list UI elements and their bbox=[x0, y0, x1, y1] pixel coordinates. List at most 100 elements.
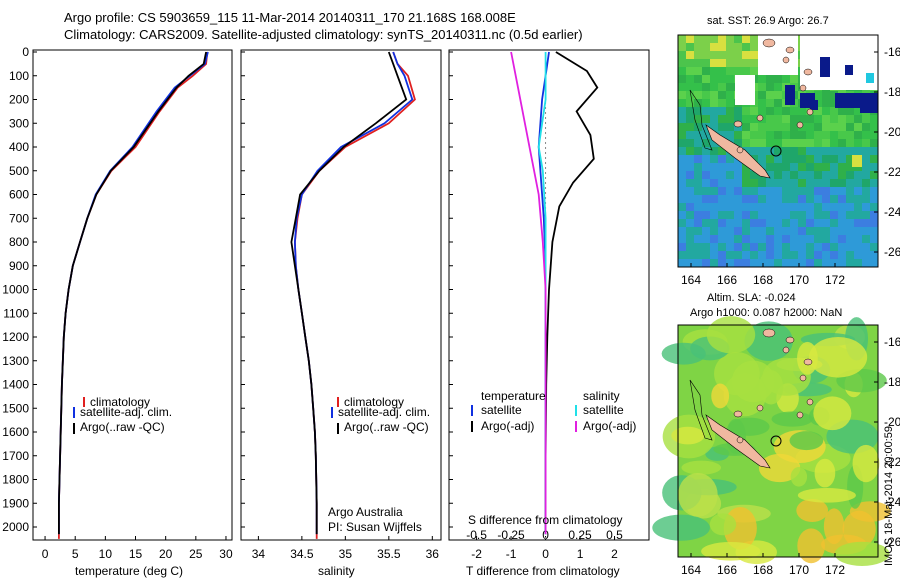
sst-map-lon-label: 168 bbox=[753, 273, 773, 287]
legend-label: satellite-adj. clim. bbox=[80, 405, 172, 419]
sst-cell bbox=[798, 227, 806, 235]
sst-map-island bbox=[785, 46, 795, 54]
sst-cell bbox=[702, 211, 710, 219]
sst-cell bbox=[742, 219, 750, 227]
sst-cell bbox=[838, 227, 846, 235]
sst-cell bbox=[710, 163, 718, 171]
sst-map-island bbox=[733, 120, 743, 128]
sst-cell bbox=[686, 227, 694, 235]
sst-cell bbox=[782, 195, 790, 203]
sst-cell bbox=[806, 131, 814, 139]
sst-cell bbox=[702, 187, 710, 195]
depth-tick-label: 0 bbox=[22, 45, 29, 59]
sst-cell bbox=[798, 219, 806, 227]
sst-cell bbox=[686, 259, 694, 267]
sst-cell bbox=[790, 107, 798, 115]
sla-blob bbox=[796, 498, 829, 522]
sst-cell bbox=[854, 227, 862, 235]
sst-cell bbox=[838, 147, 846, 155]
sst-cell bbox=[750, 203, 758, 211]
sst-cell bbox=[718, 75, 726, 83]
sst-cell bbox=[734, 59, 742, 67]
sst-cell bbox=[710, 139, 718, 147]
sst-cell bbox=[694, 203, 702, 211]
sst-cell bbox=[766, 211, 774, 219]
sst-cell bbox=[758, 91, 766, 99]
sst-map-island bbox=[762, 38, 776, 48]
sst-cell bbox=[790, 155, 798, 163]
sst-cell bbox=[782, 107, 790, 115]
sst-cell bbox=[862, 171, 870, 179]
sst-cell bbox=[734, 251, 742, 259]
sst-cell bbox=[790, 243, 798, 251]
depth-tick-label: 1200 bbox=[2, 330, 29, 344]
sst-cell bbox=[686, 163, 694, 171]
sst-cell bbox=[694, 131, 702, 139]
sst-cell bbox=[814, 163, 822, 171]
temperature-x-tick-label: 5 bbox=[72, 547, 79, 561]
sst-cell bbox=[678, 107, 686, 115]
sst-cell bbox=[822, 259, 830, 267]
sst-cell bbox=[798, 115, 806, 123]
sst-cell bbox=[846, 163, 854, 171]
sst-cell bbox=[686, 83, 694, 91]
sst-cell bbox=[694, 75, 702, 83]
sst-cell bbox=[766, 259, 774, 267]
sst-cell bbox=[726, 35, 734, 43]
sst-cell bbox=[718, 43, 726, 51]
sst-cell bbox=[718, 227, 726, 235]
sst-cell bbox=[758, 147, 766, 155]
sla-map-island bbox=[799, 374, 807, 382]
sst-cell bbox=[726, 163, 734, 171]
sst-cell bbox=[742, 259, 750, 267]
sla-map-lat-label: -22 bbox=[884, 455, 900, 469]
sst-cell bbox=[750, 59, 758, 67]
legend-label: climatology bbox=[90, 395, 150, 409]
sst-cell bbox=[774, 187, 782, 195]
sla-map-lon-label: 166 bbox=[717, 563, 737, 577]
sst-cell bbox=[686, 243, 694, 251]
sst-masked-cell bbox=[810, 100, 818, 110]
sst-cell bbox=[694, 59, 702, 67]
sst-cell bbox=[734, 131, 742, 139]
sst-cell bbox=[726, 51, 734, 59]
sst-cell bbox=[790, 251, 798, 259]
sla-blob bbox=[797, 528, 826, 564]
sst-cell bbox=[862, 131, 870, 139]
sst-cell bbox=[750, 51, 758, 59]
sst-cell bbox=[710, 219, 718, 227]
legend-label: satellite bbox=[583, 403, 624, 417]
sst-cell bbox=[782, 219, 790, 227]
sst-cell bbox=[782, 155, 790, 163]
sst-cell bbox=[678, 123, 686, 131]
sst-cell bbox=[854, 251, 862, 259]
sst-cell bbox=[838, 243, 846, 251]
sst-map-island bbox=[782, 56, 790, 64]
sst-cell bbox=[838, 211, 846, 219]
sst-cell bbox=[678, 43, 686, 51]
sst-cell bbox=[838, 195, 846, 203]
sla-map-lat-label: -24 bbox=[884, 495, 900, 509]
depth-tick-label: 1500 bbox=[2, 401, 29, 415]
sst-cell bbox=[790, 147, 798, 155]
sst-cell bbox=[870, 227, 878, 235]
sst-cell bbox=[766, 219, 774, 227]
sst-cell bbox=[870, 131, 878, 139]
sst-cell bbox=[726, 211, 734, 219]
sst-cell bbox=[710, 195, 718, 203]
sst-cell bbox=[814, 243, 822, 251]
sst-cell bbox=[710, 227, 718, 235]
sst-cell bbox=[702, 43, 710, 51]
difference-t-x-tick-label: -1 bbox=[506, 547, 517, 561]
sst-cell bbox=[830, 243, 838, 251]
sst-cell bbox=[726, 195, 734, 203]
sst-cell bbox=[718, 243, 726, 251]
sst-map-lon-label: 164 bbox=[681, 273, 701, 287]
sst-cell bbox=[798, 203, 806, 211]
difference-line-1 bbox=[544, 51, 599, 535]
sst-cell bbox=[822, 195, 830, 203]
sla-map-reef-outline bbox=[689, 379, 713, 441]
sst-cell bbox=[838, 107, 846, 115]
sst-cell bbox=[854, 139, 862, 147]
difference-s-tick-label: 0 bbox=[542, 528, 549, 542]
